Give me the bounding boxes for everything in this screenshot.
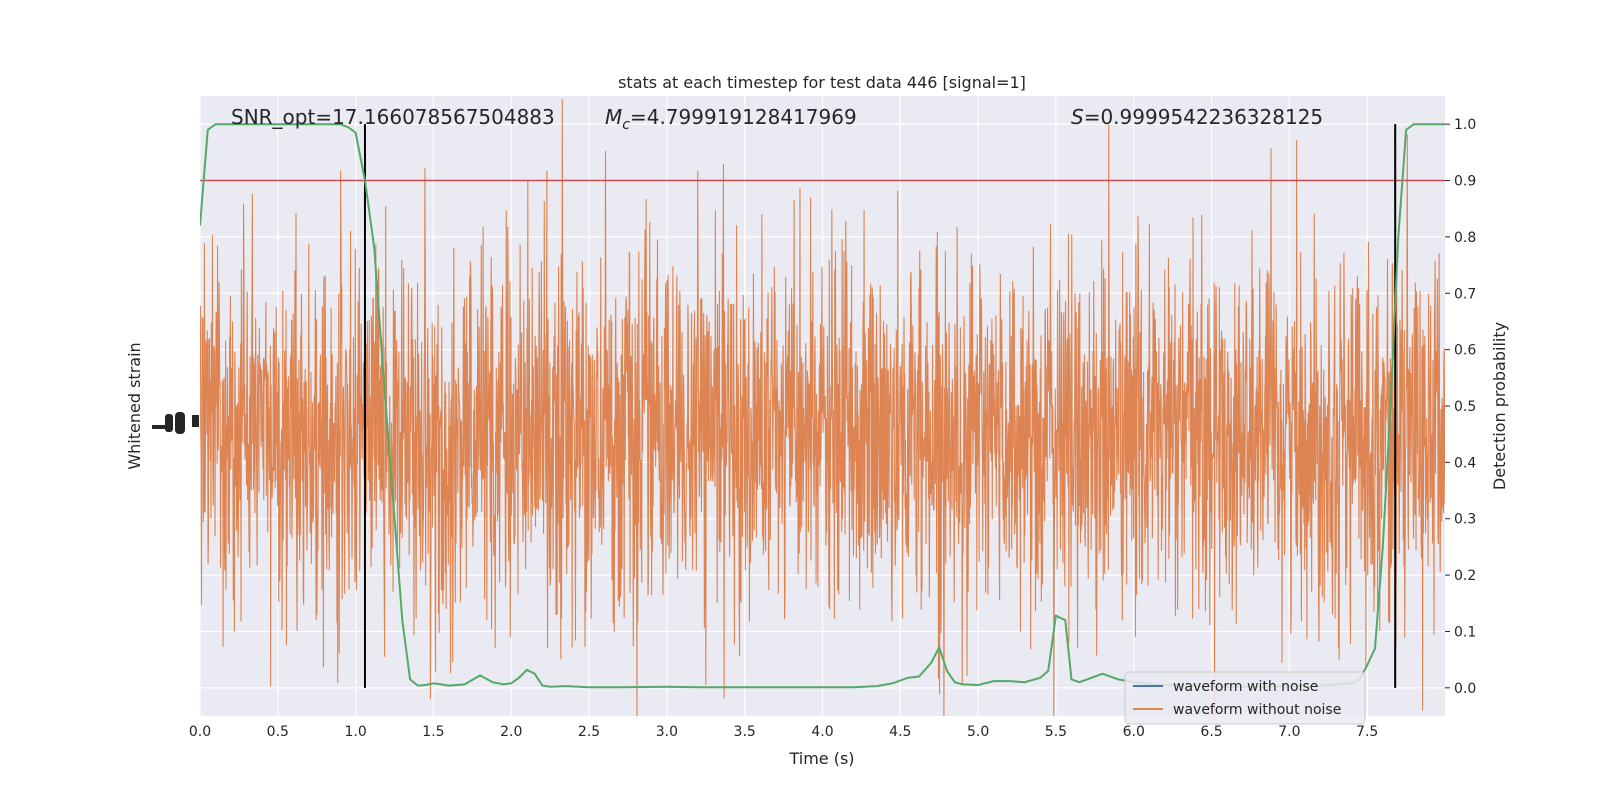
annotation-mc-value: =4.799919128417969 bbox=[630, 105, 857, 129]
annotation-chirp-mass: Mc=4.799919128417969 bbox=[605, 105, 857, 133]
y-right-tick-label: 0.1 bbox=[1454, 624, 1476, 640]
x-tick-label: 1.5 bbox=[422, 724, 444, 740]
x-tick-label: 3.0 bbox=[656, 724, 678, 740]
annotation-s-value: =0.9999542236328125 bbox=[1084, 105, 1323, 129]
y-right-tick-label: 0.7 bbox=[1454, 286, 1476, 302]
y-right-tick-label: 0.8 bbox=[1454, 230, 1476, 246]
x-tick-label: 2.0 bbox=[500, 724, 522, 740]
y-axis-label-right: Detection probability bbox=[1490, 322, 1509, 490]
x-tick-label: 4.5 bbox=[889, 724, 911, 740]
annotation-mc-symbol: M bbox=[605, 105, 622, 129]
x-tick-label: 4.0 bbox=[811, 724, 833, 740]
strain-trace-path bbox=[200, 99, 1445, 716]
vertical-markers bbox=[363, 124, 1397, 688]
whitened-strain-trace bbox=[200, 99, 1445, 716]
y-axis-label-left: Whitened strain bbox=[125, 342, 144, 469]
annotation-score: S=0.9999542236328125 bbox=[1071, 105, 1323, 129]
y-right-tick-label: 0.4 bbox=[1454, 455, 1476, 471]
x-tick-label: 3.5 bbox=[734, 724, 756, 740]
x-tick-label: 7.0 bbox=[1278, 724, 1300, 740]
x-tick-label: 6.5 bbox=[1200, 724, 1222, 740]
x-tick-label: 2.5 bbox=[578, 724, 600, 740]
y-right-tick-label: 0.5 bbox=[1454, 399, 1476, 415]
legend: waveform with noise waveform without noi… bbox=[1124, 671, 1366, 725]
legend-box bbox=[1124, 671, 1366, 725]
y-right-tick-label: 0.2 bbox=[1454, 568, 1476, 584]
x-tick-label: 7.5 bbox=[1356, 724, 1378, 740]
x-tick-labels: 0.0 0.5 1.0 1.5 2.0 2.5 3.0 3.5 4.0 4.5 5.0 5.5 6.0 6… bbox=[189, 724, 1378, 740]
x-tick-label: 6.0 bbox=[1123, 724, 1145, 740]
chart-title: stats at each timestep for test data 446… bbox=[618, 73, 1026, 92]
annotation-snr: SNR_opt=17.166078567504883 bbox=[231, 105, 555, 129]
annotation-mc-subscript: c bbox=[622, 117, 630, 133]
annotation-s-symbol: S bbox=[1071, 105, 1084, 129]
legend-label-with-noise: waveform with noise bbox=[1173, 679, 1318, 695]
y-right-tick-label: 0.9 bbox=[1454, 174, 1476, 190]
x-tick-label: 5.0 bbox=[967, 724, 989, 740]
x-axis-label: Time (s) bbox=[788, 749, 854, 768]
x-tick-label: 5.5 bbox=[1045, 724, 1067, 740]
y-right-tick-label: 1.0 bbox=[1454, 117, 1476, 133]
y-right-tick-labels: 0.0 0.1 0.2 0.3 0.4 0.5 0.6 0.7 0.8 0.9 1.0 bbox=[1445, 117, 1476, 697]
x-tick-label: 0.0 bbox=[189, 724, 211, 740]
y-right-tick-label: 0.6 bbox=[1454, 343, 1476, 359]
legend-label-without-noise: waveform without noise bbox=[1173, 702, 1341, 718]
x-tick-label: 1.0 bbox=[344, 724, 366, 740]
y-right-tick-label: 0.0 bbox=[1454, 681, 1476, 697]
y-right-tick-label: 0.3 bbox=[1454, 512, 1476, 528]
x-tick-label: 0.5 bbox=[267, 724, 289, 740]
left-axis-overlapping-ticks bbox=[152, 412, 199, 434]
